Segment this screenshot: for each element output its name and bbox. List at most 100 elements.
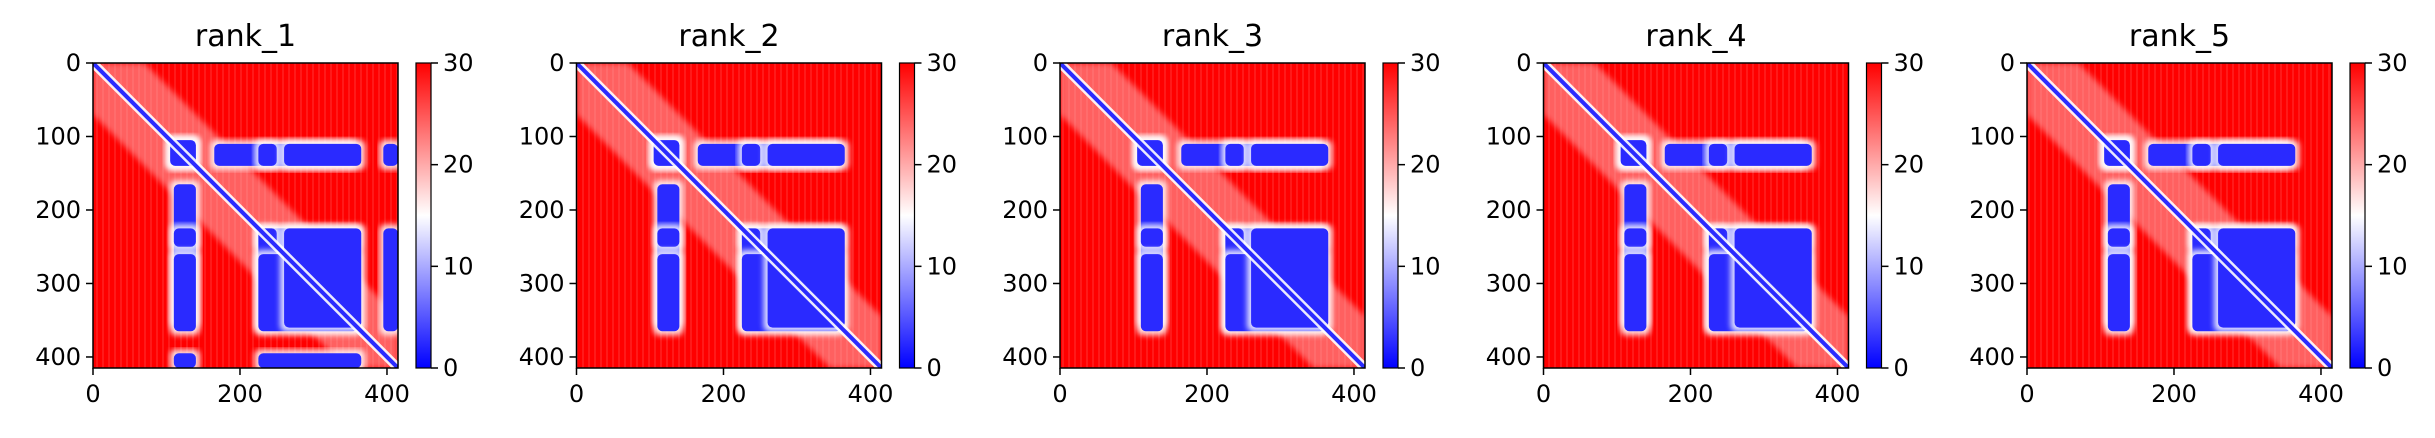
y-tick-label: 0 [1516, 49, 1531, 77]
panel-title: rank_3 [1162, 19, 1263, 54]
x-tick-label: 200 [2151, 380, 2197, 408]
x-tick-label: 0 [85, 380, 100, 408]
colorbar-tick-label: 20 [1894, 151, 1925, 179]
y-tick-label: 300 [519, 269, 565, 297]
y-tick-label: 400 [1969, 343, 2015, 371]
contact-block [1251, 143, 1329, 166]
x-tick-label: 200 [1184, 380, 1230, 408]
colorbar [1382, 62, 1399, 369]
colorbar-tick-label: 30 [2377, 49, 2408, 77]
colorbar-tick-label: 30 [1410, 49, 1441, 77]
contact-block [2218, 228, 2296, 328]
heatmap-content [2027, 63, 2332, 368]
contact-block [1225, 143, 1244, 166]
contact-block [284, 228, 362, 328]
colorbar-tick-label: 30 [1894, 49, 1925, 77]
panel-title: rank_2 [678, 19, 779, 54]
y-tick-label: 0 [549, 49, 564, 77]
y-tick-label: 100 [1486, 122, 1532, 150]
colorbar-tick-label: 10 [2377, 252, 2408, 280]
y-tick-label: 300 [1969, 269, 2015, 297]
panel-title: rank_5 [2129, 19, 2230, 54]
contact-block [2107, 228, 2130, 247]
y-tick-label: 0 [2000, 49, 2015, 77]
y-tick-label: 400 [519, 343, 565, 371]
contact-block [173, 254, 196, 332]
contact-block [1624, 228, 1647, 247]
heatmap-content [1543, 63, 1849, 368]
contact-block [2192, 143, 2211, 166]
contact-block [173, 228, 196, 247]
heatmap-content [1060, 63, 1365, 368]
x-tick-label: 400 [848, 380, 894, 408]
contact-block [1140, 228, 1163, 247]
colorbar-tick-label: 10 [1894, 252, 1925, 280]
diagonal-line [1543, 63, 1849, 368]
y-tick-label: 400 [1002, 343, 1048, 371]
colorbar [415, 62, 432, 369]
contact-block [383, 143, 398, 166]
contact-block [1140, 254, 1163, 332]
diagonal-line [2027, 63, 2332, 368]
colorbar-tick-label: 0 [1410, 354, 1425, 382]
contact-block [767, 228, 845, 328]
y-tick-label: 100 [1969, 122, 2015, 150]
contact-block [657, 254, 680, 332]
x-tick-label: 0 [1536, 380, 1551, 408]
axes-frame [575, 62, 883, 369]
x-tick-label: 200 [1668, 380, 1714, 408]
diagonal-line [93, 63, 398, 368]
diagonal-line [576, 63, 882, 368]
contact-block [258, 143, 277, 166]
axes-frame [92, 62, 399, 369]
colorbar-tick-label: 20 [927, 151, 958, 179]
colorbar-tick-label: 20 [1410, 151, 1441, 179]
diagonal-line [1060, 63, 1365, 368]
axes-frame [2026, 62, 2333, 369]
contact-block [1251, 228, 1329, 328]
colorbar-tick-label: 10 [443, 252, 474, 280]
colorbar-tick-label: 10 [1410, 252, 1441, 280]
colorbar-tick-label: 20 [443, 151, 474, 179]
contact-block [741, 143, 761, 166]
contact-block [1624, 254, 1647, 332]
colorbar-tick-label: 30 [443, 49, 474, 77]
contact-block [173, 353, 196, 368]
heatmap-content [93, 63, 398, 368]
panel-title: rank_4 [1645, 19, 1746, 54]
colorbar-tick-label: 0 [443, 354, 458, 382]
y-tick-label: 0 [1033, 49, 1048, 77]
y-tick-label: 300 [1486, 269, 1532, 297]
x-tick-label: 200 [701, 380, 747, 408]
x-tick-label: 400 [364, 380, 410, 408]
y-tick-label: 300 [35, 269, 81, 297]
y-tick-label: 200 [1486, 196, 1532, 224]
x-tick-label: 200 [217, 380, 263, 408]
colorbar [1865, 62, 1883, 369]
colorbar-tick-label: 30 [927, 49, 958, 77]
x-tick-label: 400 [1815, 380, 1861, 408]
axes-frame [1059, 62, 1366, 369]
contact-block [383, 228, 398, 332]
contact-block [767, 143, 845, 166]
panel-title: rank_1 [195, 19, 296, 54]
heatmap-content [576, 63, 882, 368]
y-tick-label: 0 [66, 49, 81, 77]
colorbar-tick-label: 0 [2377, 354, 2392, 382]
colorbar [2349, 62, 2366, 369]
y-tick-label: 200 [519, 196, 565, 224]
y-tick-label: 200 [1969, 196, 2015, 224]
contact-block [2107, 254, 2130, 332]
x-tick-label: 0 [569, 380, 584, 408]
y-tick-label: 300 [1002, 269, 1048, 297]
y-tick-label: 400 [1486, 343, 1532, 371]
contact-block [2218, 143, 2296, 166]
y-tick-label: 400 [35, 343, 81, 371]
y-tick-label: 200 [35, 196, 81, 224]
contact-block [657, 228, 680, 247]
